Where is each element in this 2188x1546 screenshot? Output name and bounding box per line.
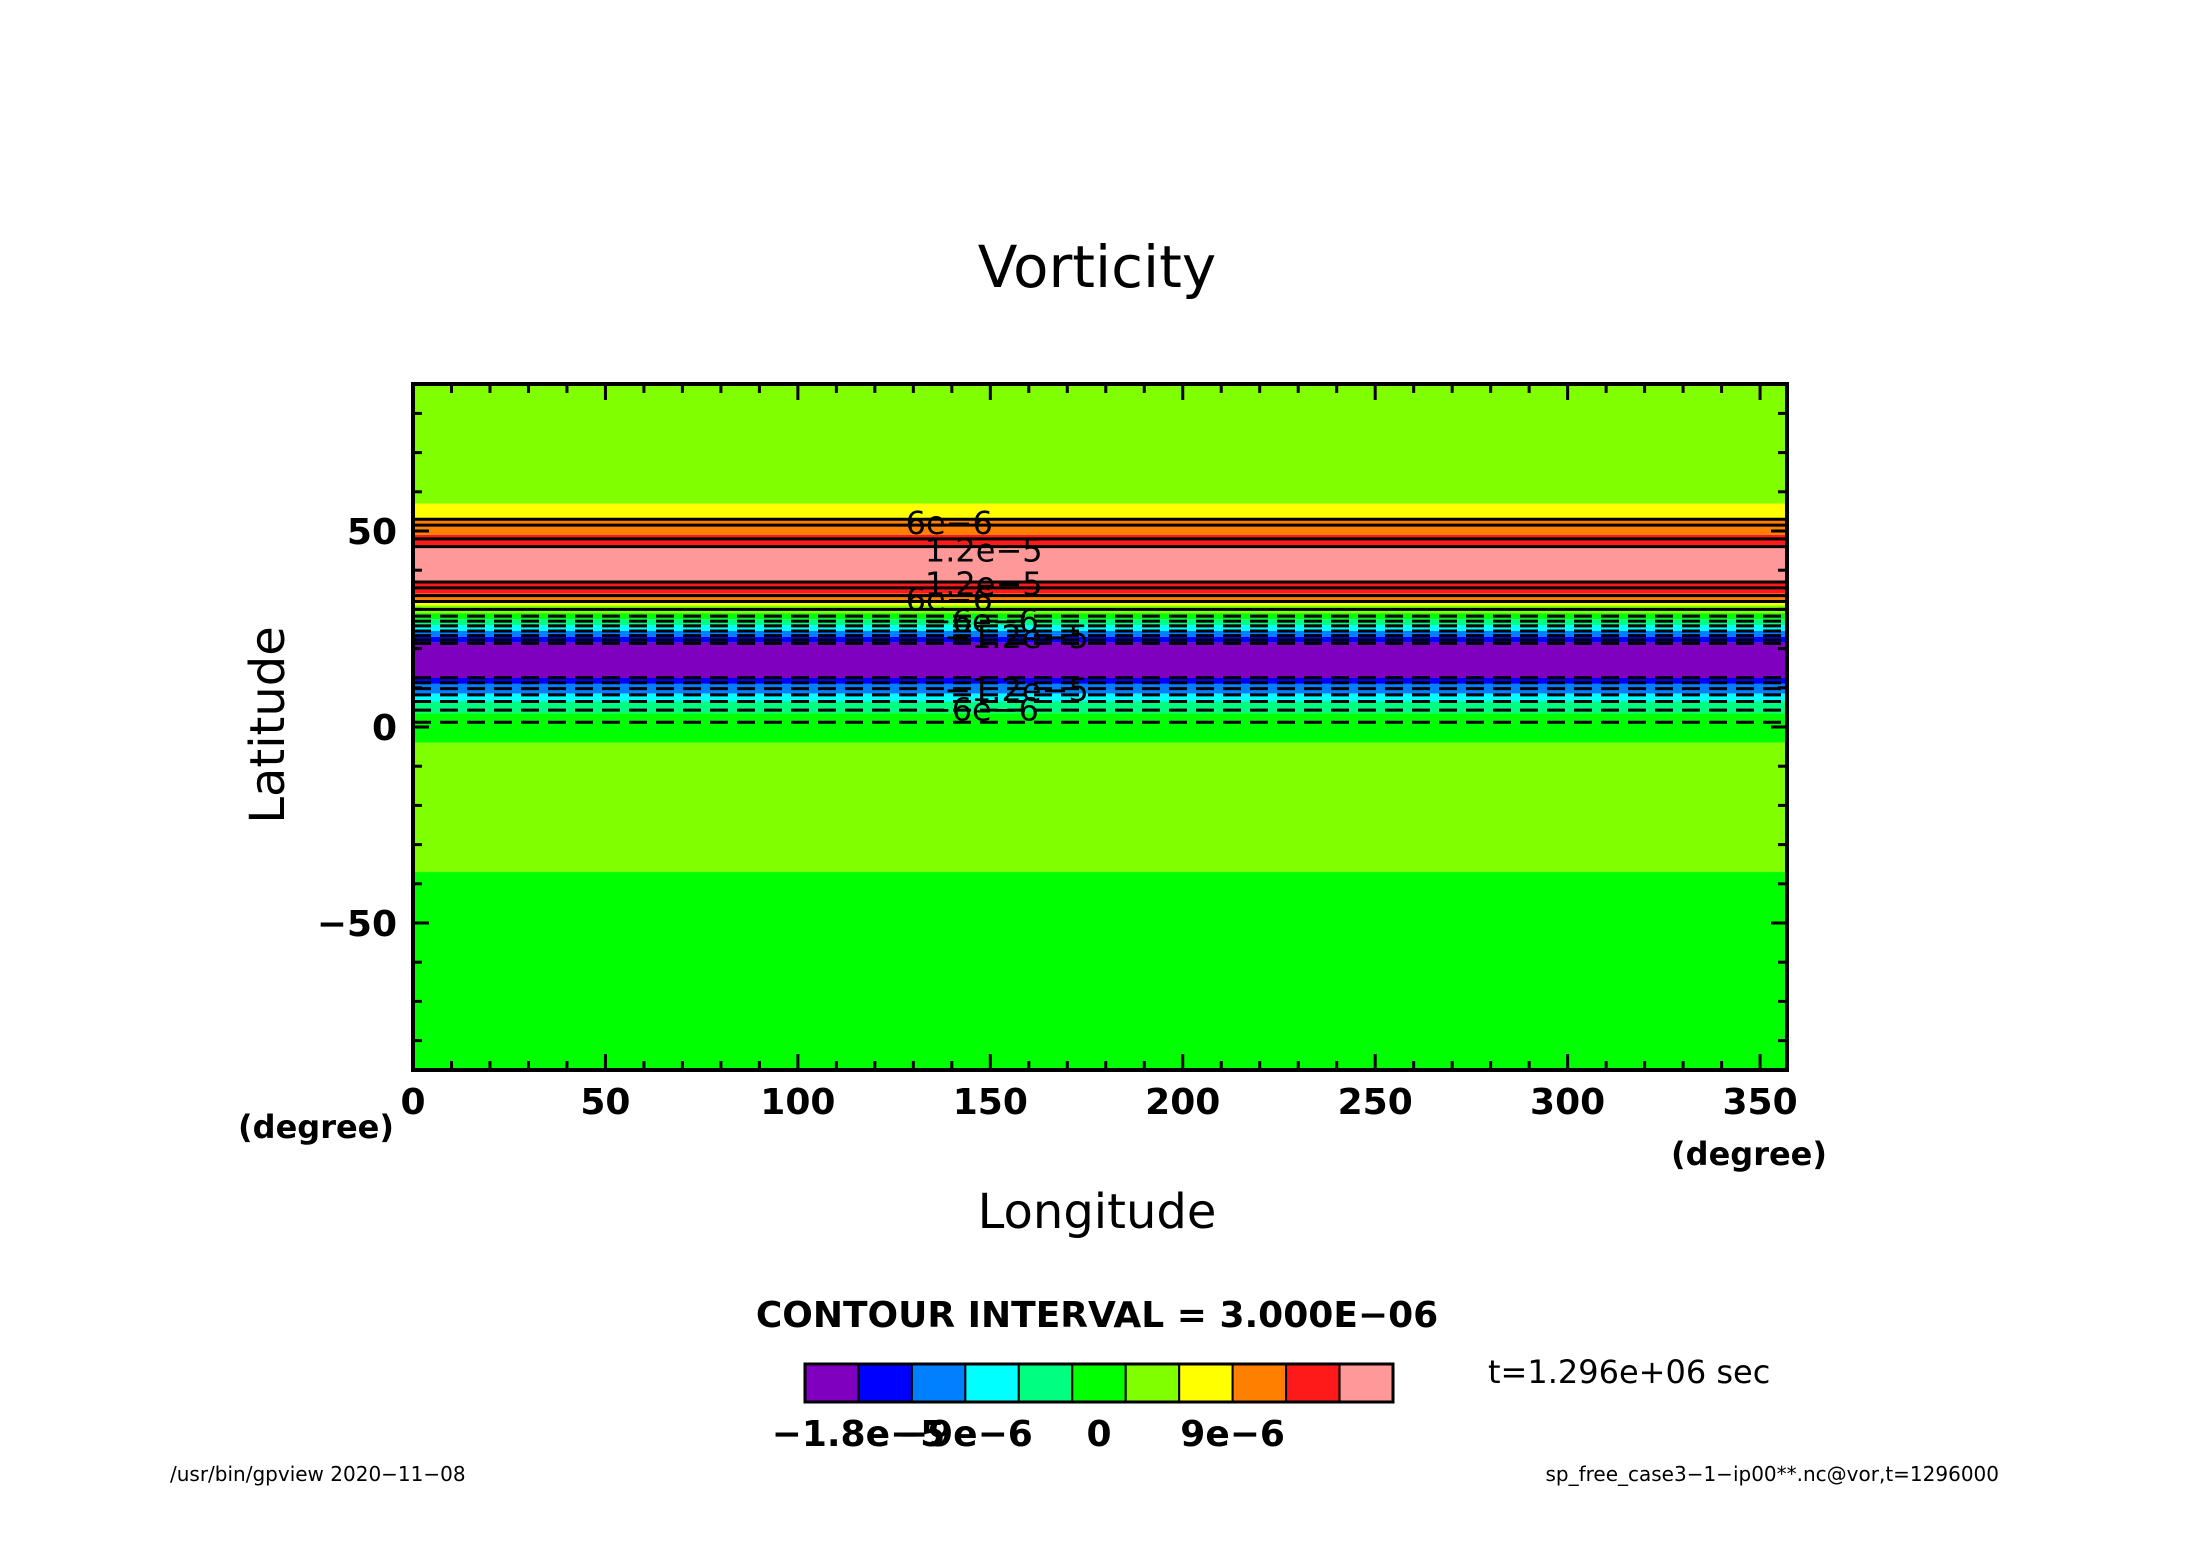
- colorbar-swatch-8: [1231, 1363, 1288, 1403]
- contour-band-19: [413, 713, 1787, 743]
- x-tick-label: 250: [1338, 1082, 1413, 1123]
- colorbar-swatch-1: [857, 1363, 913, 1403]
- colorbar-frame: [803, 1362, 1395, 1404]
- colorbar-swatch-0: [804, 1363, 860, 1403]
- chart-title: Vorticity: [978, 233, 1216, 301]
- x-axis-label: Longitude: [978, 1184, 1217, 1240]
- colorbar-tick-label: 0: [1086, 1414, 1111, 1455]
- colorbar: −1.8e−5−9e−6 0 9e−6: [772, 1362, 1395, 1455]
- contour-band-17: [413, 693, 1787, 702]
- colorbar-swatch-10: [1338, 1363, 1394, 1403]
- contour-label-5: −1.2e−5: [944, 618, 1089, 656]
- x-tick-label: 100: [760, 1082, 835, 1123]
- plot-area: 6e−61.2e−51.2e−56e−6−6e−6−1.2e−5−1.2e−5−…: [317, 382, 1798, 1123]
- colorbar-tick-label: −9e−6: [898, 1414, 1033, 1455]
- colorbar-swatch-6: [1124, 1363, 1181, 1403]
- x-tick-label: 300: [1530, 1082, 1605, 1123]
- footer-right: sp_free_case3−1−ip00**.nc@vor,t=1296000: [1545, 1462, 1999, 1486]
- contour-interval-label: CONTOUR INTERVAL = 3.000E−06: [756, 1295, 1438, 1336]
- colorbar-swatch-4: [1017, 1363, 1074, 1403]
- colorbar-swatch-3: [964, 1363, 1020, 1403]
- contour-label-6: −1.2e−5: [944, 671, 1089, 709]
- contour-band-12: [413, 630, 1787, 637]
- footer-left: /usr/bin/gpview 2020−11−08: [170, 1462, 466, 1486]
- contour-band-14: [413, 642, 1787, 678]
- contour-band-21: [413, 872, 1787, 1070]
- x-tick-label: 350: [1722, 1082, 1797, 1123]
- contour-band-3: [413, 534, 1787, 547]
- contour-band-1: [413, 503, 1787, 520]
- colorbar-swatch-2: [910, 1363, 967, 1403]
- contour-label-3: 6e−6: [906, 581, 993, 619]
- x-tick-label: 0: [400, 1082, 425, 1123]
- contour-band-4: [413, 546, 1787, 582]
- y-tick-label: 50: [347, 512, 397, 553]
- x-tick-label: 50: [580, 1082, 630, 1123]
- x-unit-label-right: (degree): [1671, 1135, 1827, 1173]
- contour-band-18: [413, 701, 1787, 714]
- contour-label-0: 6e−6: [906, 504, 993, 542]
- colorbar-tick-label: −1.8e−5: [772, 1414, 946, 1455]
- y-axis-label: Latitude: [240, 626, 296, 824]
- contour-band-11: [413, 625, 1787, 631]
- y-tick-label: 0: [372, 708, 397, 749]
- contour-label-1: 1.2e−5: [925, 532, 1043, 570]
- colorbar-tick-label: 9e−6: [1180, 1414, 1285, 1455]
- colorbar-swatch-9: [1285, 1363, 1341, 1403]
- contour-band-0: [413, 384, 1787, 504]
- contour-band-7: [413, 601, 1787, 606]
- contour-band-20: [413, 742, 1787, 873]
- colorbar-swatch-7: [1178, 1363, 1234, 1403]
- contour-label-7: −6e−6: [925, 690, 1039, 728]
- x-tick-label: 200: [1145, 1082, 1220, 1123]
- contour-band-15: [413, 678, 1787, 684]
- y-tick-label: −50: [317, 904, 397, 945]
- colorbar-swatch-5: [1071, 1363, 1127, 1403]
- time-label: t=1.296e+06 sec: [1488, 1353, 1770, 1391]
- contour-label-2: 1.2e−5: [925, 565, 1043, 603]
- contour-band-6: [413, 593, 1787, 602]
- contour-band-2: [413, 519, 1787, 535]
- x-unit-label-left: (degree): [238, 1108, 394, 1146]
- x-tick-label: 150: [953, 1082, 1028, 1123]
- contour-label-4: −6e−6: [925, 602, 1039, 640]
